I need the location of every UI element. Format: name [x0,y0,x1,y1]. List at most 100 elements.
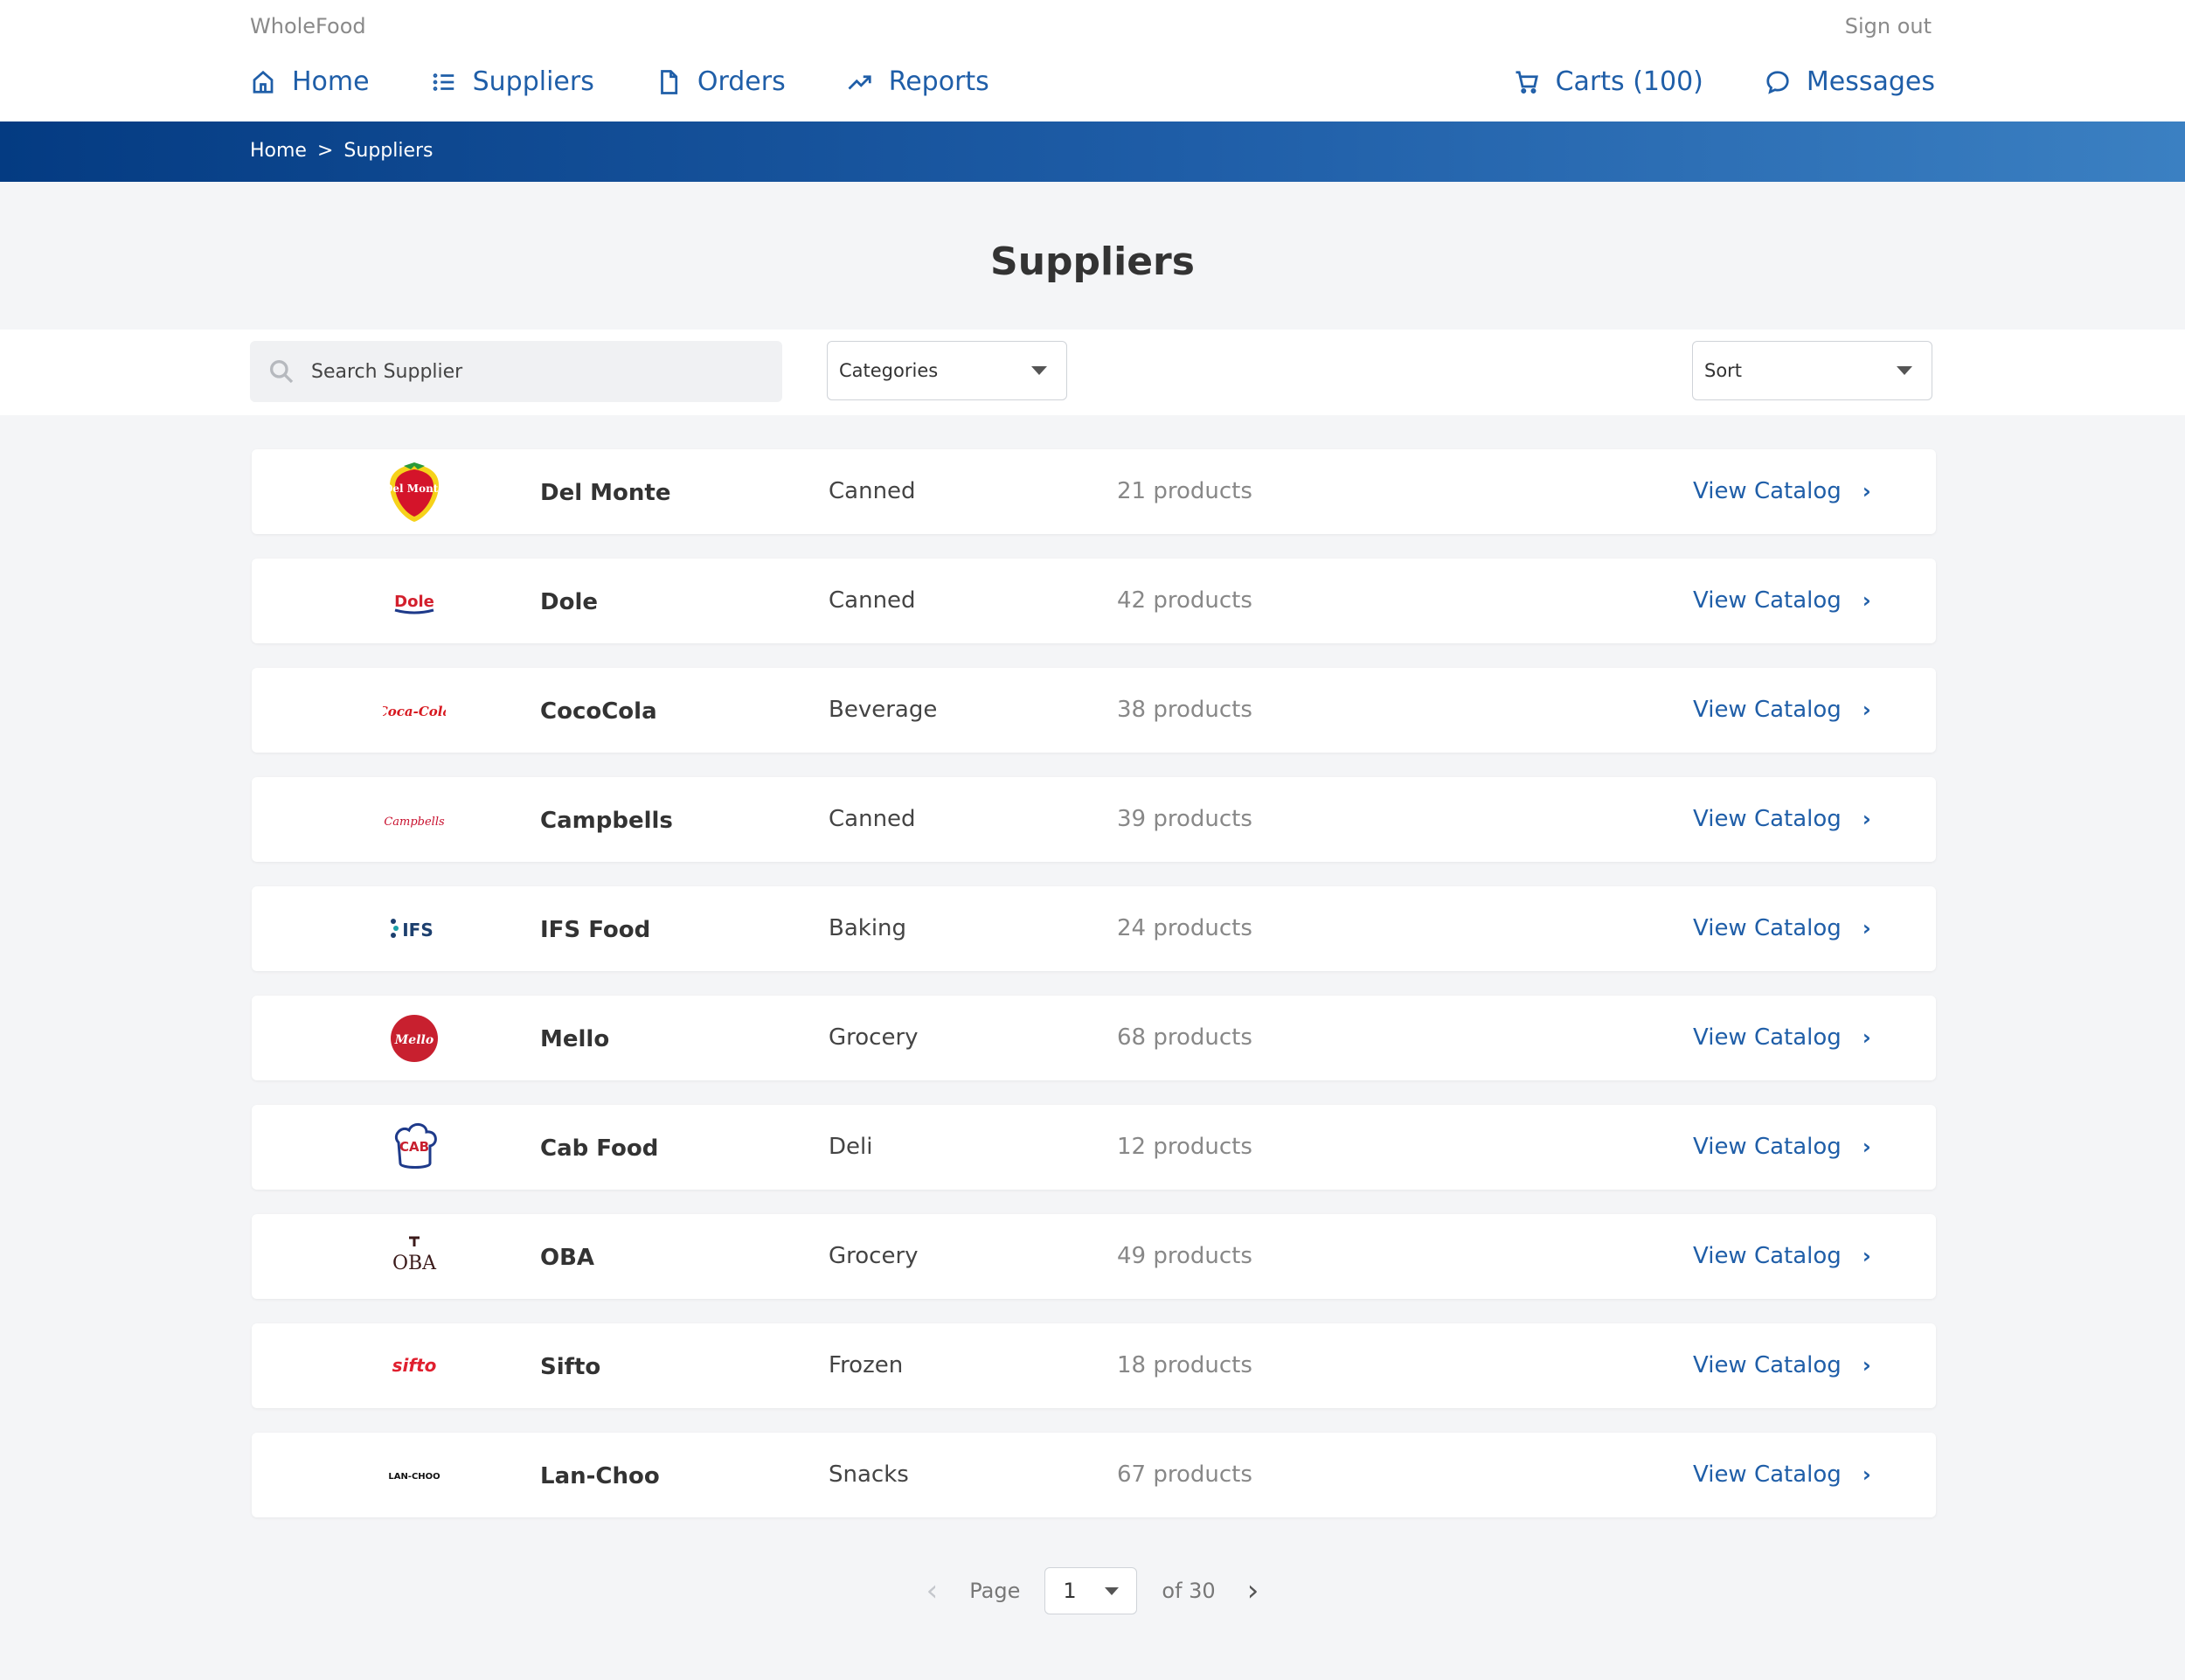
supplier-row: Coca-Cola CocoCola Beverage 38 products … [252,668,1936,753]
logo-text: Campbells [384,816,445,829]
top-header: WholeFood Sign out Home Suppliers Orders… [0,0,2185,121]
view-catalog-link[interactable]: View Catalog › [1693,697,1871,723]
pagination: ‹ Page 1 of 30 › [0,1567,2185,1614]
view-catalog-link[interactable]: View Catalog › [1693,915,1871,941]
product-count: 24 products [1117,915,1252,941]
supplier-row: LAN-CHOO Lan-Choo Snacks 67 products Vie… [252,1433,1936,1517]
categories-dropdown[interactable]: Categories [827,341,1067,400]
nav-messages[interactable]: Messages [1765,66,1935,97]
view-catalog-link[interactable]: View Catalog › [1693,1134,1871,1160]
breadcrumb: Home > Suppliers [250,140,434,162]
nav-carts-label: Carts (100) [1555,66,1703,97]
supplier-row: sifto Sifto Frozen 18 products View Cata… [252,1323,1936,1408]
page-total: of 30 [1162,1579,1216,1603]
view-catalog-label: View Catalog [1693,806,1842,832]
product-count: 21 products [1117,478,1252,504]
main-nav: Home Suppliers Orders Reports [250,66,1051,97]
supplier-name: Cab Food [540,1135,659,1162]
campbells-logo: Campbells [383,788,446,851]
search-box [250,341,782,402]
view-catalog-link[interactable]: View Catalog › [1693,1024,1871,1051]
supplier-name: Mello [540,1026,610,1052]
logo-text: Mello [394,1033,434,1047]
title-area: Suppliers [0,182,2185,330]
chevron-right-icon: › [1862,588,1871,613]
supplier-row: Mello Mello Grocery 68 products View Cat… [252,996,1936,1080]
lan-choo-logo: LAN-CHOO [383,1444,446,1507]
cart-icon [1516,70,1538,94]
supplier-name: Campbells [540,808,673,834]
nav-messages-label: Messages [1806,66,1935,97]
sifto-logo: sifto [383,1335,446,1398]
previous-page-button[interactable]: ‹ [926,1573,939,1608]
document-icon [660,69,677,94]
nav-home-label: Home [292,66,370,97]
secondary-nav: Carts (100) Messages [1453,66,1935,97]
filter-bar: Categories Sort [0,330,2185,415]
product-count: 38 products [1117,697,1252,723]
view-catalog-link[interactable]: View Catalog › [1693,1461,1871,1488]
supplier-name: Sifto [540,1354,601,1380]
nav-home[interactable]: Home [250,66,370,97]
chevron-right-icon: › [1862,1462,1871,1487]
view-catalog-label: View Catalog [1693,478,1842,504]
page-title: Suppliers [990,240,1195,284]
view-catalog-link[interactable]: View Catalog › [1693,478,1871,504]
view-catalog-label: View Catalog [1693,915,1842,941]
supplier-category: Baking [829,915,907,941]
breadcrumb-separator: > [316,140,334,162]
supplier-category: Canned [829,806,916,832]
chevron-right-icon: › [1862,1244,1871,1268]
nav-carts[interactable]: Carts (100) [1514,66,1703,97]
nav-reports-label: Reports [888,66,989,97]
view-catalog-link[interactable]: View Catalog › [1693,1243,1871,1269]
supplier-name: Lan-Choo [540,1463,660,1489]
current-page: 1 [1063,1579,1077,1603]
supplier-row: CAB Cab Food Deli 12 products View Catal… [252,1105,1936,1190]
supplier-category: Deli [829,1134,873,1160]
logo-text: IFS [402,920,434,941]
view-catalog-label: View Catalog [1693,697,1842,723]
search-icon [270,360,294,384]
sort-dropdown[interactable]: Sort [1692,341,1932,400]
logo-text: sifto [392,1355,437,1376]
sign-out-link[interactable]: Sign out [1844,14,1932,38]
next-page-button[interactable]: › [1246,1573,1259,1608]
nav-orders[interactable]: Orders [656,66,786,97]
supplier-category: Grocery [829,1024,919,1051]
view-catalog-link[interactable]: View Catalog › [1693,1352,1871,1378]
view-catalog-label: View Catalog [1693,1352,1842,1378]
search-input[interactable] [309,359,767,384]
caret-down-icon [1897,366,1912,375]
home-icon [253,70,274,94]
logo-text: OBA [392,1253,437,1274]
supplier-category: Canned [829,478,916,504]
logo-text: LAN-CHOO [388,1472,440,1482]
supplier-row: IFS IFS Food Baking 24 products View Cat… [252,886,1936,971]
product-count: 42 products [1117,587,1252,614]
nav-reports[interactable]: Reports [847,66,989,97]
supplier-name: IFS Food [540,917,651,943]
supplier-row: Campbells Campbells Canned 39 products V… [252,777,1936,862]
view-catalog-label: View Catalog [1693,1461,1842,1488]
supplier-category: Grocery [829,1243,919,1269]
nav-suppliers-label: Suppliers [472,66,594,97]
oba-logo: OBA [383,1225,446,1288]
del-monte-logo: Del Monte [383,461,446,524]
supplier-name: OBA [540,1245,595,1271]
supplier-name: CocoCola [540,698,657,725]
trend-up-icon [848,74,871,89]
breadcrumb-current: Suppliers [343,140,434,162]
supplier-row: Del Monte Del Monte Canned 21 products V… [252,449,1936,534]
chevron-right-icon: › [1862,1135,1871,1159]
logo-text: Del Monte [384,482,445,495]
breadcrumb-band: Home > Suppliers [0,121,2185,182]
page-select[interactable]: 1 [1044,1567,1138,1614]
message-icon [1766,70,1789,94]
breadcrumb-home[interactable]: Home [250,140,307,162]
nav-suppliers[interactable]: Suppliers [431,66,594,97]
view-catalog-link[interactable]: View Catalog › [1693,587,1871,614]
chevron-right-icon: › [1862,916,1871,941]
view-catalog-link[interactable]: View Catalog › [1693,806,1871,832]
view-catalog-label: View Catalog [1693,587,1842,614]
